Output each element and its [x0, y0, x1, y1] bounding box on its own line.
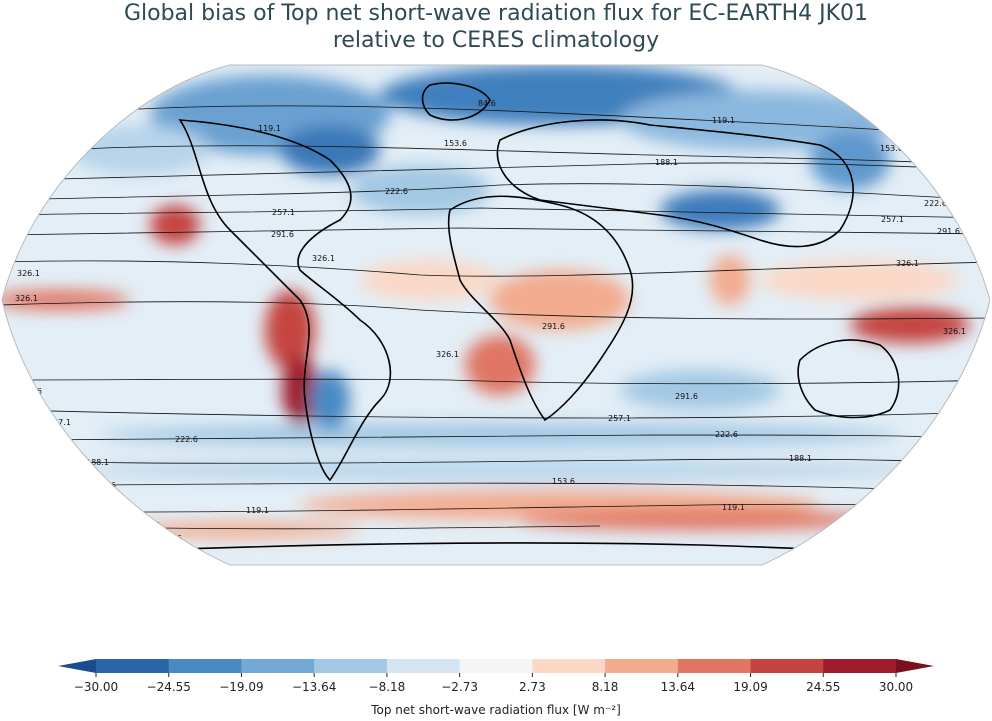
title-line-1: Global bias of Top net short-wave radiat… [123, 1, 869, 26]
contour-label: 188.1 [86, 458, 109, 467]
colorbar-tick-label: −2.73 [441, 680, 478, 694]
colorbar-ticks: −30.00 −24.55 −19.09 −13.64 −8.18 −2.73 2.73 8.… [74, 673, 913, 694]
contour-label: 84.6 [164, 534, 182, 543]
contour-label: 84.6 [478, 99, 496, 108]
contour-label: 326.1 [943, 327, 966, 336]
colorbar-swatch [605, 659, 679, 673]
colorbar-tick-label: 13.64 [661, 680, 695, 694]
contour-label: 291.6 [542, 322, 565, 331]
contour-label: 119.1 [722, 503, 745, 512]
colorbar-swatch [168, 659, 242, 673]
contour-label: 119.1 [712, 116, 735, 125]
contour-label: 291.6 [271, 230, 294, 239]
contour-label: 257.1 [608, 414, 631, 423]
colorbar-tick-label: −13.64 [292, 680, 336, 694]
contour-label: 119.1 [246, 506, 269, 515]
colorbar-swatch [96, 659, 170, 673]
bias-field: 84.6 119.1 119.1 153.6 153.6 188.1 188.1… [2, 65, 990, 565]
map-border [1, 64, 991, 566]
colorbar-swatch [532, 659, 606, 673]
colorbar-swatch [386, 659, 461, 673]
colorbar-label: Top net short-wave radiation flux [W m⁻²… [371, 703, 621, 717]
map-title: Global bias of Top net short-wave radiat… [0, 0, 992, 54]
colorbar-tick-label: −8.18 [369, 680, 406, 694]
contour-label: 222.6 [175, 435, 198, 444]
contour-label: 326.1 [17, 269, 40, 278]
contour-label: 188.1 [655, 158, 678, 167]
contour-label: 326.1 [312, 254, 335, 263]
contour-label: 153.6 [880, 144, 903, 153]
contour-label: 257.1 [48, 418, 71, 427]
contour-label: 291.6 [675, 392, 698, 401]
contour-labels: 84.6 119.1 119.1 153.6 153.6 188.1 188.1… [15, 99, 966, 543]
contour-label: 326.1 [15, 294, 38, 303]
contour-label: 326.1 [896, 259, 919, 268]
colorbar-tick-label: −19.09 [219, 680, 263, 694]
colorbar-swatch [677, 659, 752, 673]
colorbar-tick-label: −24.55 [147, 680, 191, 694]
contour-label: 188.1 [789, 454, 812, 463]
colorbar-extend-high [896, 659, 934, 673]
contour-label: 326.1 [436, 350, 459, 359]
contour-label: 222.6 [715, 430, 738, 439]
colorbar-extend-low [58, 659, 96, 673]
contour-lines [2, 105, 990, 530]
colorbar-swatch [314, 659, 388, 673]
title-line-2: relative to CERES climatology [332, 28, 660, 53]
colorbar-tick-label: 30.00 [879, 680, 913, 694]
contour-label: 222.6 [924, 199, 947, 208]
contour-label: 188.1 [31, 176, 54, 185]
colorbar-swatch [241, 659, 315, 673]
colorbar-swatch [823, 659, 897, 673]
colorbar-swatch [459, 659, 533, 673]
colorbar-swatch [750, 659, 824, 673]
robinson-map: 84.6 119.1 119.1 153.6 153.6 188.1 188.1… [1, 64, 991, 566]
contour-label: 153.6 [552, 477, 575, 486]
colorbar-tick-label: 24.55 [806, 680, 840, 694]
colorbar-tick-label: 19.09 [733, 680, 767, 694]
contour-label: 119.1 [258, 124, 281, 133]
colorbar-tick-label: 2.73 [519, 680, 546, 694]
contour-label: 291.6 [937, 227, 960, 236]
colorbar-swatches [96, 659, 897, 673]
contour-label: 257.1 [272, 208, 295, 217]
colorbar: −30.00 −24.55 −19.09 −13.64 −8.18 −2.73 2.73 8.… [58, 659, 934, 694]
contour-label: 153.6 [444, 139, 467, 148]
colorbar-tick-label: −30.00 [74, 680, 118, 694]
contour-label: 222.6 [385, 187, 408, 196]
colorbar-tick-label: 8.18 [592, 680, 619, 694]
contour-label: 257.1 [881, 215, 904, 224]
